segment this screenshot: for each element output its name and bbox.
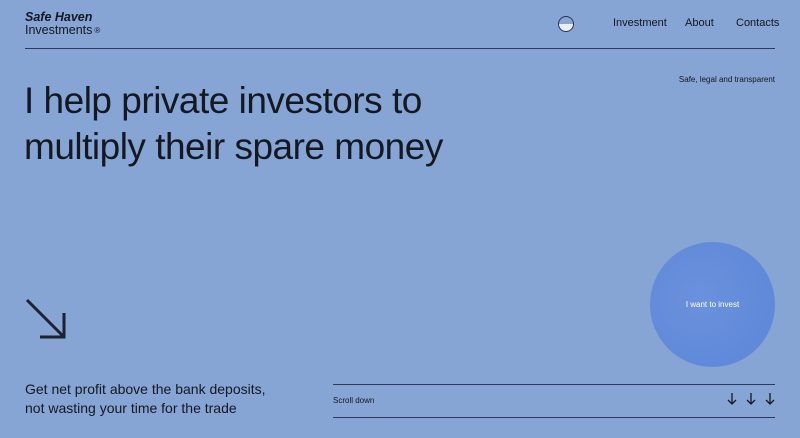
brand-logo[interactable]: Safe Haven Investments ® bbox=[25, 11, 100, 37]
scroll-down-label[interactable]: Scroll down bbox=[333, 396, 375, 405]
nav-investment[interactable]: Investment bbox=[613, 17, 667, 29]
hero-line-1: I help private investors to bbox=[24, 80, 422, 121]
nav-contacts[interactable]: Contacts bbox=[736, 17, 780, 29]
scroll-top-divider bbox=[333, 384, 775, 385]
nav-about[interactable]: About bbox=[685, 17, 714, 29]
subtext: Get net profit above the bank deposits, … bbox=[25, 380, 266, 418]
header-divider bbox=[25, 48, 775, 49]
subtext-line-2: not wasting your time for the trade bbox=[25, 400, 237, 416]
hero-line-2: multiply their spare money bbox=[24, 126, 443, 167]
scroll-bottom-divider bbox=[333, 417, 775, 418]
theme-toggle-icon[interactable] bbox=[558, 16, 574, 32]
tagline: Safe, legal and transparent bbox=[678, 75, 775, 84]
brand-name: Safe Haven bbox=[25, 10, 93, 24]
arrow-down-icon[interactable] bbox=[765, 393, 775, 405]
subtext-line-1: Get net profit above the bank deposits, bbox=[25, 381, 266, 397]
registered-mark: ® bbox=[94, 26, 101, 35]
brand-subname: Investments ® bbox=[25, 23, 101, 37]
invest-button[interactable]: I want to invest bbox=[650, 242, 775, 367]
arrow-down-right-icon bbox=[25, 298, 66, 339]
arrow-down-icon[interactable] bbox=[727, 393, 737, 405]
arrow-down-icon[interactable] bbox=[746, 393, 756, 405]
hero-heading: I help private investors to multiply the… bbox=[24, 78, 443, 170]
